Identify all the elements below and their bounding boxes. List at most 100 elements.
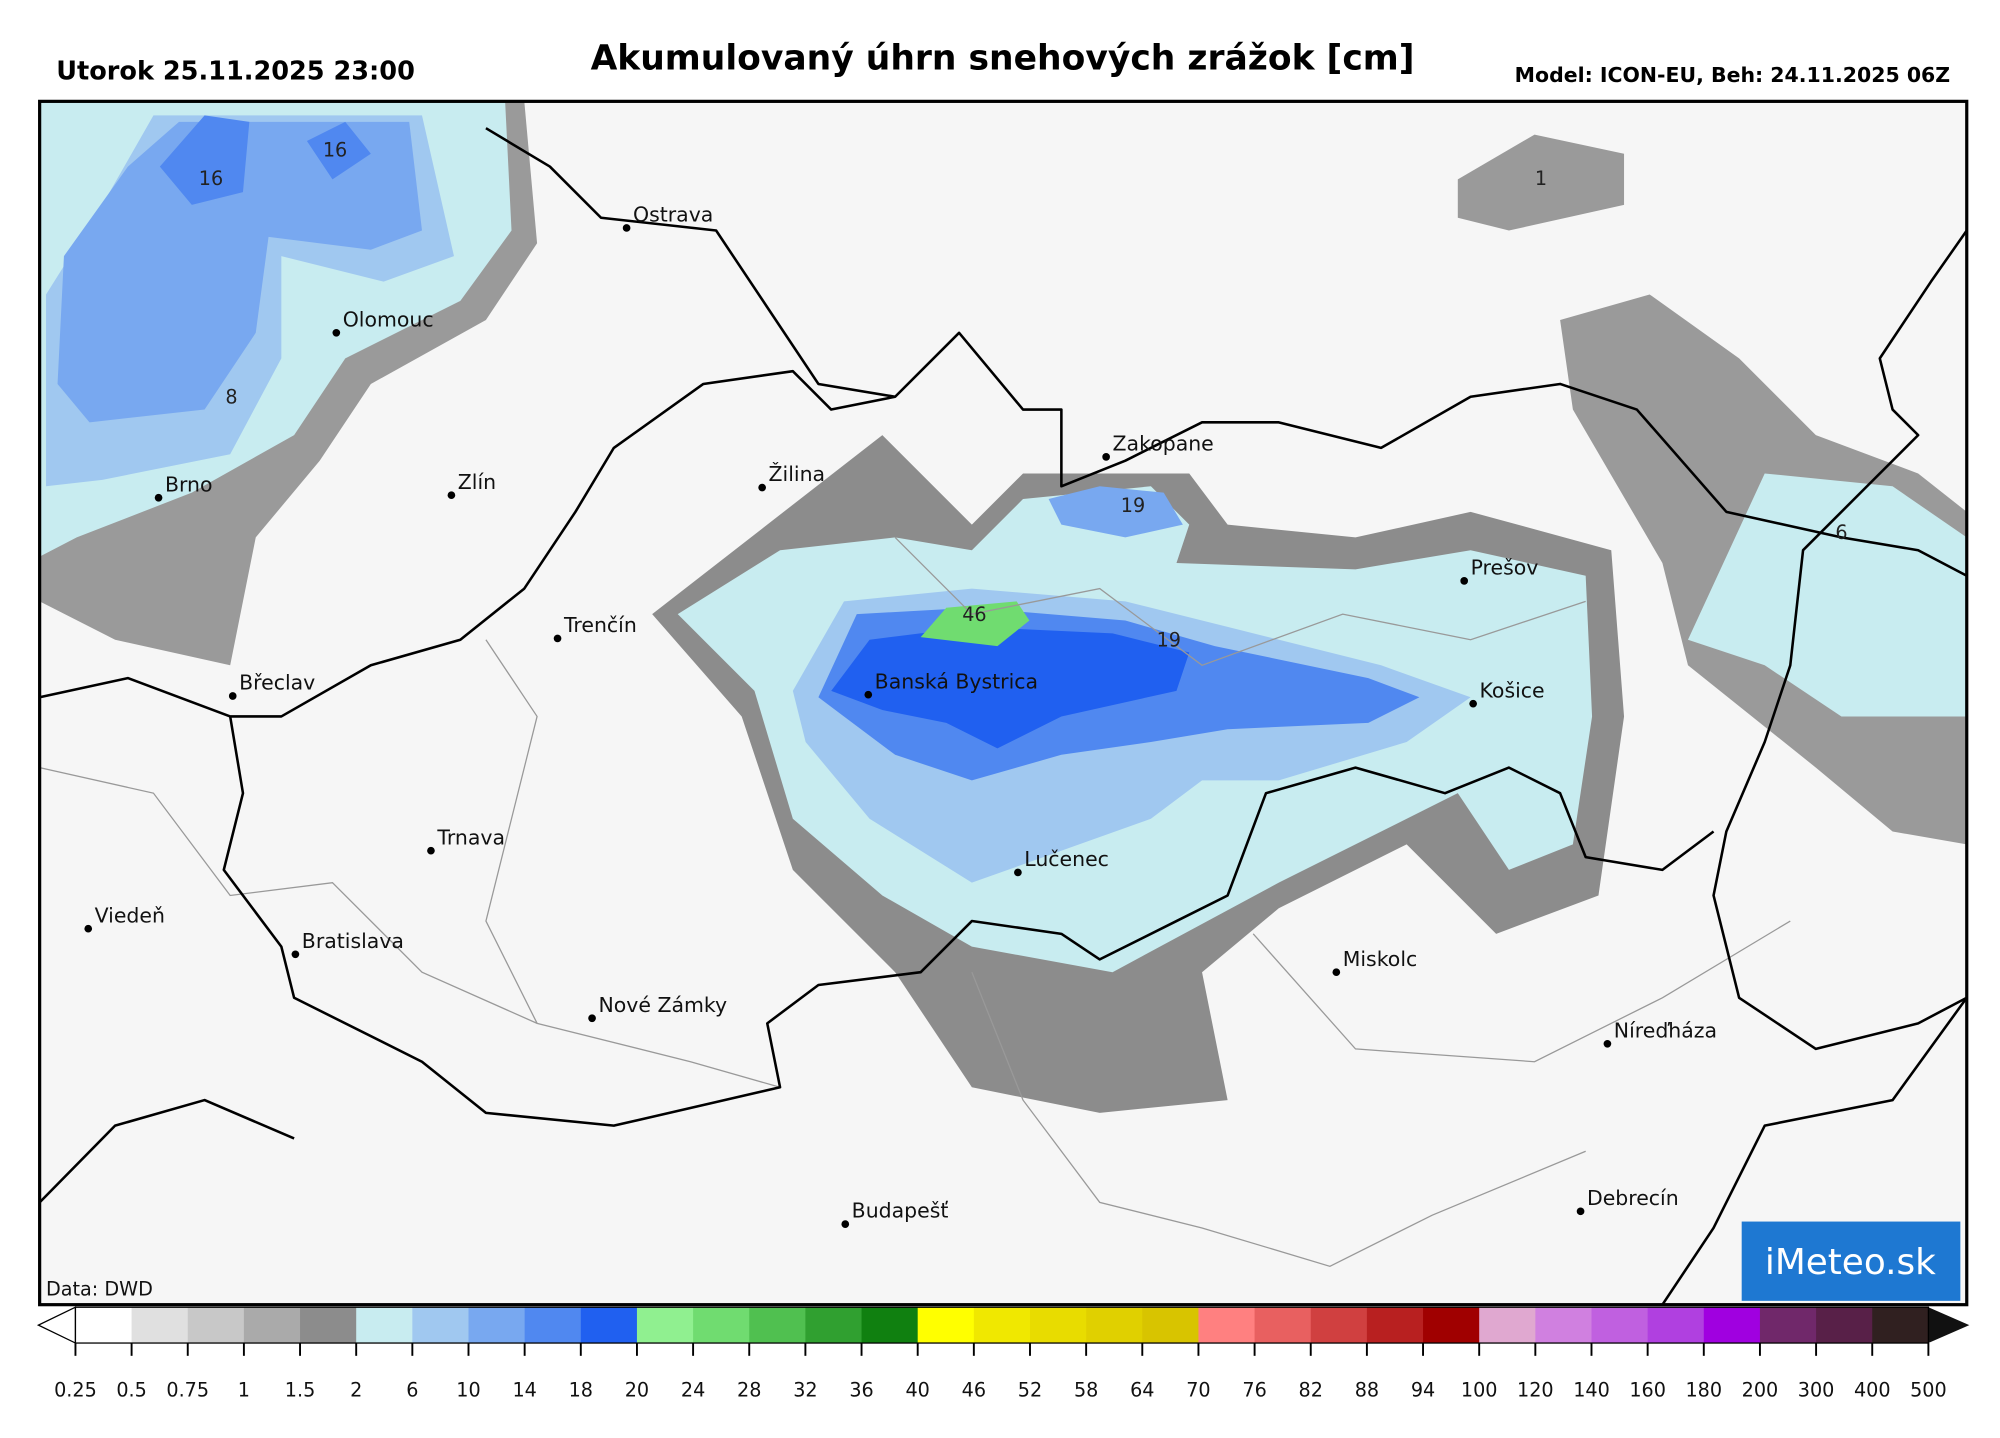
country-borders: [38, 127, 1968, 1306]
colorbar-segment: [1310, 1307, 1368, 1344]
colorbar-segment: [468, 1307, 526, 1344]
colorbar-segment: [75, 1307, 133, 1344]
colorbar-tick-label: 200: [1742, 1379, 1779, 1402]
colorbar-frame: [74, 1306, 1930, 1344]
city-label: Debrecín: [1587, 1186, 1679, 1210]
colorbar-segment: [300, 1307, 357, 1344]
city-dot: [332, 328, 341, 337]
city-label: Nové Zámky: [598, 993, 727, 1017]
map: Data: DWD iMeteo.sk Ostrava Olomouc Brno Zl…: [38, 99, 1969, 1307]
city-label: Bratislava: [302, 929, 404, 953]
city-label: Budapešť: [852, 1199, 949, 1223]
colorbar-segment: [524, 1307, 582, 1344]
colorbar-segment: [805, 1307, 863, 1344]
colorbar-tick-label: 0.5: [116, 1379, 147, 1402]
colorbar-segment: [1142, 1307, 1200, 1344]
colorbar-segment: [1198, 1307, 1256, 1344]
city-dot: [447, 491, 456, 500]
colorbar-tick-label: 10: [456, 1379, 480, 1402]
logo-bg: [1741, 1221, 1961, 1301]
contour-label: 6: [1835, 521, 1847, 544]
colorbar-over: [1928, 1307, 1970, 1344]
colorbar-segment: [1703, 1307, 1761, 1344]
city-dot: [1576, 1207, 1585, 1216]
city-dot: [1332, 968, 1341, 977]
colorbar-tick-label: 36: [849, 1379, 873, 1402]
colorbar-tick-label: 500: [1910, 1379, 1947, 1402]
map-frame: [38, 99, 1969, 1307]
colorbar-segment: [187, 1307, 245, 1344]
colorbar-segment: [243, 1307, 301, 1344]
colorbar-segment: [749, 1307, 807, 1344]
colorbar-segment: [1816, 1307, 1873, 1344]
colorbar-segment: [636, 1307, 694, 1344]
city-label: Košice: [1480, 678, 1545, 702]
contour-label: 16: [323, 139, 347, 162]
colorbar-tick-label: 2: [350, 1379, 362, 1402]
city-label: Zakopane: [1113, 431, 1214, 455]
date: Utorok 25.11.2025 23:00: [56, 57, 415, 87]
city-label: Banská Bystrica: [875, 669, 1038, 693]
colorbar-segment: [1423, 1307, 1480, 1344]
city-label: Miskolc: [1343, 947, 1418, 971]
colorbar-tick-label: 1.5: [285, 1379, 316, 1402]
city-dot: [1469, 699, 1477, 708]
city-label: Břeclav: [239, 671, 315, 695]
logo: iMeteo.sk: [1765, 1242, 1936, 1283]
city-dot: [1014, 868, 1022, 877]
city-label: Trenčín: [563, 613, 637, 637]
colorbar-segment: [131, 1307, 189, 1344]
colorbar-segment: [1872, 1307, 1930, 1344]
colorbar-tick-label: 52: [1018, 1379, 1042, 1402]
contour-label: 16: [199, 167, 223, 190]
city-label: Olomouc: [343, 307, 434, 331]
city-label: Zlín: [458, 470, 496, 494]
city-dot: [864, 690, 873, 699]
colorbar-tick-label: 82: [1299, 1379, 1323, 1402]
colorbar-segment: [1086, 1307, 1143, 1344]
city-dot: [84, 924, 93, 933]
contour-label: 19: [1121, 494, 1145, 517]
colorbar-segment: [1647, 1307, 1705, 1344]
colorbar-segment: [412, 1307, 470, 1344]
city-dot: [758, 483, 766, 492]
colorbar-segment: [1254, 1307, 1312, 1344]
city-dot: [841, 1220, 850, 1228]
city-dot: [1102, 453, 1110, 461]
city-label: Níreďháza: [1614, 1018, 1717, 1042]
colorbar-tick-label: 400: [1854, 1379, 1891, 1402]
colorbar-tick-label: 140: [1573, 1379, 1610, 1402]
city-dot: [154, 493, 163, 502]
contour-label: 1: [1535, 167, 1547, 190]
colorbar-tick-label: 160: [1629, 1379, 1666, 1402]
city-dot: [427, 846, 435, 855]
colorbar-tick-label: 58: [1074, 1379, 1098, 1402]
city-label: Lučenec: [1024, 847, 1109, 871]
city-dot: [588, 1014, 596, 1023]
colorbar-tick-label: 100: [1461, 1379, 1498, 1402]
city-dot: [1460, 577, 1469, 585]
colorbar-segment: [1759, 1307, 1817, 1344]
city-label: Brno: [165, 472, 213, 496]
colorbar-tick-label: 300: [1798, 1379, 1835, 1402]
colorbar-segment: [1479, 1307, 1536, 1344]
colorbar-segment: [1366, 1307, 1424, 1344]
model: Model: ICON-EU, Beh: 24.11.2025 06Z: [1515, 63, 1950, 87]
colorbar-tick-label: 20: [625, 1379, 649, 1402]
colorbar-tick-label: 88: [1355, 1379, 1379, 1402]
city-dot: [553, 634, 562, 643]
contour-label: 8: [225, 386, 237, 409]
colorbar-segment: [861, 1307, 919, 1344]
colorbar-tick-label: 40: [905, 1379, 929, 1402]
colorbar-segment: [917, 1307, 975, 1344]
colorbar-segment: [1029, 1307, 1087, 1344]
colorbar-tick-label: 32: [793, 1379, 817, 1402]
colorbar-segment: [973, 1307, 1031, 1344]
colorbar-tick-label: 70: [1186, 1379, 1210, 1402]
snow-fields: [39, 101, 1967, 1113]
city-label: Ostrava: [633, 203, 713, 227]
colorbar-tick-label: 0.25: [54, 1379, 97, 1402]
source: Data: DWD: [46, 1278, 153, 1301]
city-label: Žilina: [769, 461, 826, 486]
